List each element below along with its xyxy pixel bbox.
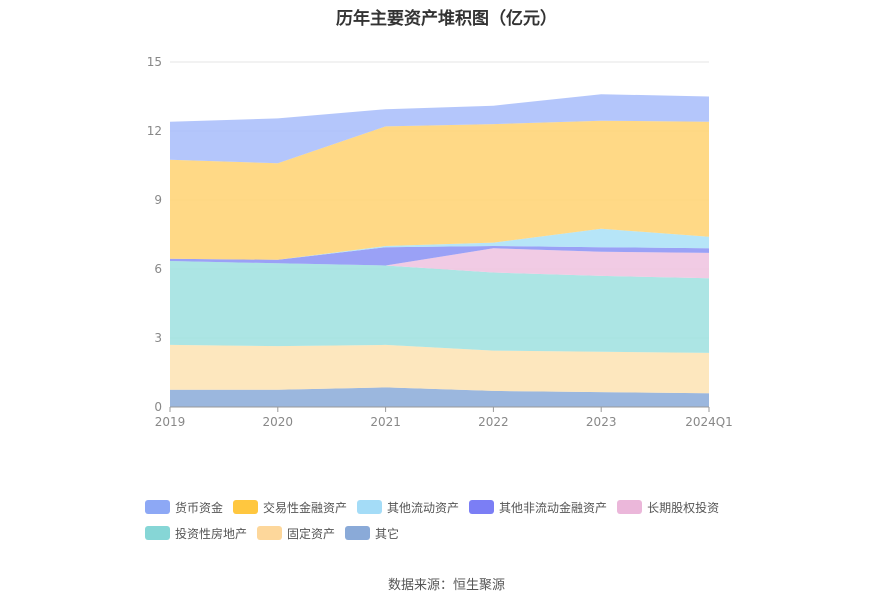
area-series-5 — [170, 228, 709, 260]
legend-item[interactable]: 其他流动资产 — [357, 499, 459, 516]
legend-label: 货币资金 — [175, 500, 224, 515]
legend-label: 投资性房地产 — [175, 526, 248, 541]
legend: 货币资金 交易性金融资产 其他流动资产 其他非流动金融资产 长期股权投资 投资性房地产 固… — [145, 494, 785, 546]
y-tick-label: 3 — [154, 331, 162, 345]
legend-item[interactable]: 货币资金 — [145, 499, 223, 516]
data-source: 数据来源：恒生聚源 — [387, 578, 505, 593]
area-series-4 — [170, 246, 709, 266]
legend-swatch — [617, 500, 643, 514]
y-tick-label: 0 — [154, 400, 162, 414]
legend-item[interactable]: 其他非流动金融资产 — [469, 499, 607, 516]
legend-swatch — [469, 500, 495, 514]
area-series-6 — [170, 120, 709, 260]
y-tick-label: 12 — [147, 124, 162, 138]
y-tick-label: 6 — [154, 262, 162, 276]
legend-label: 其他非流动金融资产 — [499, 500, 608, 515]
chart-title: 历年主要资产堆积图（亿元） — [336, 9, 557, 29]
x-tick-label: 2020 — [263, 415, 294, 429]
legend-item[interactable]: 其它 — [345, 525, 399, 542]
x-tick-label: 2021 — [370, 415, 401, 429]
area-series-0 — [170, 387, 709, 407]
axes: 0 3 6 9 12 15 2019 2020 2021 2022 2023 2024Q1 — [147, 55, 733, 429]
legend-swatch — [357, 500, 383, 514]
x-tick-label: 2019 — [155, 415, 186, 429]
legend-swatch — [257, 526, 283, 540]
x-tick-label: 2023 — [586, 415, 617, 429]
legend-row-1: 货币资金 交易性金融资产 其他流动资产 其他非流动金融资产 长期股权投资 — [145, 494, 785, 520]
legend-swatch — [345, 526, 371, 540]
area-series-7 — [170, 94, 709, 164]
x-tick-label: 2022 — [478, 415, 509, 429]
legend-item[interactable]: 固定资产 — [257, 525, 335, 542]
legend-swatch — [145, 500, 170, 514]
legend-label: 交易性金融资产 — [263, 500, 348, 515]
area-series-1 — [170, 344, 709, 394]
series-areas — [170, 94, 709, 407]
legend-item[interactable]: 长期股权投资 — [617, 499, 719, 516]
legend-label: 固定资产 — [287, 526, 336, 541]
x-tick-label: 2024Q1 — [685, 415, 733, 429]
legend-item[interactable]: 投资性房地产 — [145, 525, 247, 542]
legend-swatch — [233, 500, 259, 514]
legend-row-2: 投资性房地产 固定资产 其它 — [145, 520, 785, 546]
y-tick-label: 15 — [147, 55, 162, 69]
area-series-2 — [170, 261, 709, 353]
legend-label: 长期股权投资 — [647, 500, 720, 515]
legend-label: 其它 — [375, 526, 400, 541]
area-series-3 — [170, 248, 709, 279]
y-tick-label: 9 — [154, 193, 162, 207]
legend-label: 其他流动资产 — [387, 500, 460, 515]
legend-swatch — [145, 526, 170, 540]
legend-item[interactable]: 交易性金融资产 — [233, 499, 347, 516]
